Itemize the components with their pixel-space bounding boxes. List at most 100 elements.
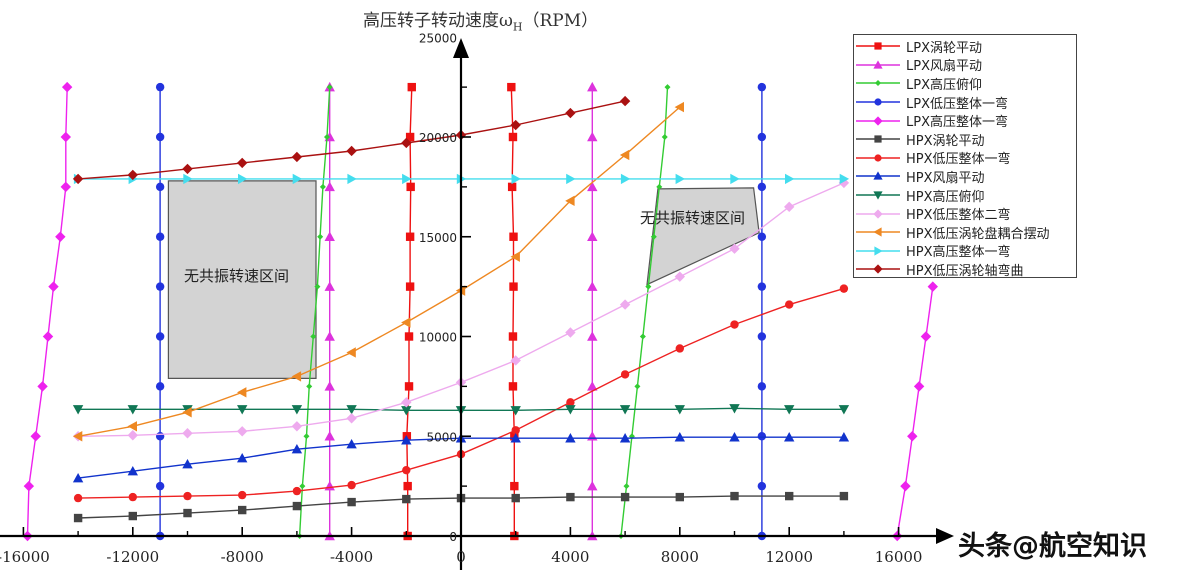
data-point-marker — [839, 284, 849, 293]
data-point-marker — [674, 432, 685, 442]
data-point-marker — [403, 481, 412, 491]
data-point-marker — [507, 182, 517, 192]
data-point-marker — [784, 432, 795, 442]
data-point-marker — [347, 173, 357, 185]
x-tick-label: -4000 — [330, 548, 373, 566]
data-point-marker — [127, 405, 138, 415]
data-point-marker — [401, 317, 411, 328]
legend-label: LPX低压整体一弯 — [906, 96, 1008, 112]
data-point-marker — [346, 413, 357, 424]
data-point-marker — [623, 483, 630, 490]
data-point-marker — [730, 173, 740, 185]
data-point-marker — [661, 134, 668, 140]
data-point-marker — [347, 497, 356, 507]
data-point-marker — [587, 81, 598, 92]
data-point-marker — [155, 332, 165, 341]
data-point-marker — [42, 331, 54, 342]
data-point-marker — [299, 483, 306, 490]
data-point-marker — [37, 381, 48, 392]
data-point-marker — [634, 383, 641, 390]
data-point-marker — [402, 494, 411, 504]
data-point-marker — [402, 173, 412, 185]
x-tick-label: 0 — [456, 548, 466, 566]
data-point-marker — [73, 493, 83, 503]
data-point-marker — [587, 431, 598, 441]
right-region-label: 无共振转速区间 — [640, 209, 746, 227]
data-point-marker — [839, 491, 849, 501]
legend-swatch-icon — [856, 191, 900, 200]
data-point-marker — [873, 116, 883, 126]
data-point-marker — [324, 431, 335, 441]
data-point-marker — [907, 431, 918, 442]
legend-swatch-icon — [856, 264, 900, 275]
legend-item: LPX高压整体一弯 — [854, 111, 1076, 130]
data-point-marker — [401, 435, 412, 445]
data-point-marker — [757, 82, 767, 92]
y-tick-label: 20000 — [419, 131, 457, 145]
legend-item: LPX低压整体一弯 — [854, 93, 1076, 112]
series-line — [77, 106, 681, 437]
legend-item: HPX低压涡轮轴弯曲 — [854, 260, 1076, 279]
data-point-marker — [508, 332, 518, 341]
data-point-marker — [675, 173, 685, 185]
data-point-marker — [182, 407, 192, 418]
data-point-marker — [729, 432, 740, 442]
data-point-marker — [620, 370, 630, 379]
data-point-marker — [875, 80, 881, 87]
data-point-marker — [401, 406, 412, 416]
data-point-marker — [873, 60, 883, 69]
axes: -16000 -12000 -8000 -4000 0 4000 8000 12000 1600… — [0, 31, 954, 570]
data-point-marker — [401, 397, 412, 408]
x-tick-label: 4000 — [551, 548, 589, 566]
data-point-marker — [237, 405, 248, 415]
data-point-marker — [310, 333, 317, 340]
legend-swatch-icon — [856, 42, 900, 50]
data-point-marker — [237, 157, 248, 169]
legend-item: HPX高压俯仰 — [854, 186, 1076, 205]
data-point-marker — [72, 405, 84, 415]
data-point-marker — [645, 283, 652, 290]
legend-item: HPX低压整体一弯 — [854, 149, 1076, 168]
data-point-marker — [510, 119, 521, 131]
data-point-marker — [510, 251, 520, 262]
data-point-marker — [587, 381, 598, 391]
series-12 — [72, 95, 631, 185]
data-point-marker — [509, 232, 518, 241]
data-point-marker — [757, 332, 767, 341]
data-point-marker — [587, 131, 598, 142]
data-point-marker — [401, 137, 412, 149]
data-point-marker — [347, 480, 356, 490]
legend-label: HPX低压整体一弯 — [906, 152, 1011, 168]
data-point-marker — [566, 398, 575, 407]
data-point-marker — [405, 232, 415, 241]
data-point-marker — [784, 405, 795, 415]
y-tick-label: 0 — [449, 530, 457, 544]
legend-label: HPX风扇平动 — [906, 170, 985, 186]
data-point-marker — [346, 347, 356, 358]
data-point-marker — [566, 173, 576, 185]
data-point-marker — [72, 472, 84, 483]
data-point-marker — [324, 181, 335, 192]
legend-item: HPX涡轮平动 — [854, 130, 1076, 149]
legend-item: LPX高压俯仰 — [854, 74, 1076, 93]
data-point-marker — [565, 405, 576, 415]
data-point-marker — [587, 281, 598, 291]
data-point-marker — [61, 81, 73, 93]
data-point-marker — [510, 481, 519, 491]
data-point-marker — [873, 227, 882, 237]
data-point-marker — [60, 131, 71, 143]
data-point-marker — [324, 331, 335, 341]
data-point-marker — [675, 492, 684, 502]
data-point-marker — [155, 182, 165, 192]
data-point-marker — [510, 433, 521, 443]
legend-label: LPX高压整体一弯 — [906, 115, 1008, 131]
data-point-marker — [507, 82, 516, 92]
data-point-marker — [155, 432, 165, 441]
data-point-marker — [619, 433, 631, 443]
data-point-marker — [784, 201, 795, 213]
data-point-marker — [291, 444, 303, 454]
data-point-marker — [183, 173, 193, 185]
y-axis-arrow-icon — [453, 38, 469, 58]
data-point-marker — [404, 332, 414, 341]
data-point-marker — [509, 282, 518, 291]
